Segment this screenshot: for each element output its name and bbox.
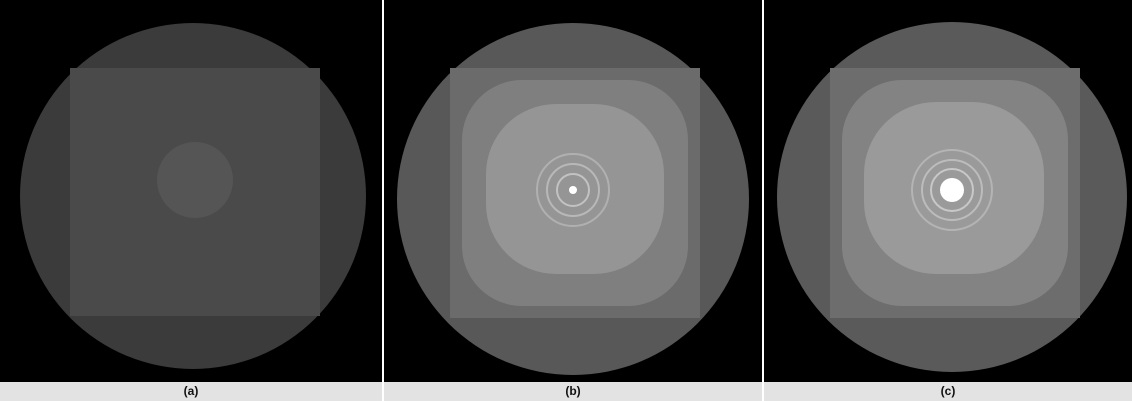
caption: (c) — [764, 382, 1132, 401]
image-b — [384, 0, 762, 382]
panel-a: (a) — [0, 0, 382, 401]
image-a — [0, 0, 382, 382]
caption: (b) — [384, 382, 762, 401]
caption: (a) — [0, 382, 382, 401]
image-c — [764, 0, 1132, 382]
panel-c: (c) — [764, 0, 1132, 401]
panel-b: (b) — [384, 0, 762, 401]
figure: (a) (b) (c) — [0, 0, 1132, 401]
